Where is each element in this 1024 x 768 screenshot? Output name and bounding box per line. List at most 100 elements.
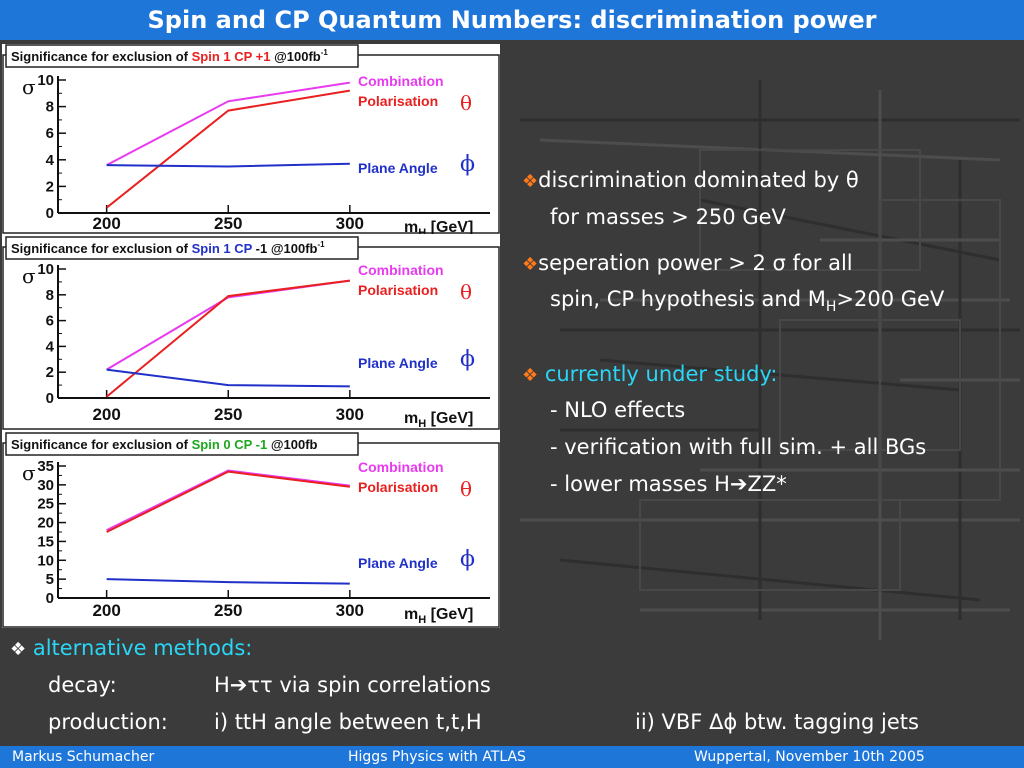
series-line-polarisation bbox=[106, 279, 350, 398]
production-ii: ii) VBF Δϕ btw. tagging jets bbox=[635, 710, 919, 734]
footer-place-date: Wuppertal, November 10th 2005 bbox=[694, 749, 925, 765]
y-tick-label: 4 bbox=[46, 152, 55, 169]
legend-theta-symbol: θ bbox=[460, 91, 472, 115]
texture-line bbox=[699, 198, 1001, 262]
bullet-2-cont-tail: >200 GeV bbox=[836, 287, 945, 311]
alternative-heading-line: ❖ alternative methods: bbox=[10, 636, 252, 660]
footer-talk: Higgs Physics with ATLAS bbox=[348, 749, 526, 765]
legend-plane-angle: Plane Angle bbox=[358, 355, 438, 371]
slide-title: Spin and CP Quantum Numbers: discriminat… bbox=[0, 0, 1024, 40]
y-tick-label: 6 bbox=[46, 313, 54, 330]
x-tick-label: 200 bbox=[92, 601, 120, 620]
y-axis-label: σ bbox=[22, 461, 36, 485]
series-line-polarisation bbox=[106, 470, 350, 533]
y-tick-label: 30 bbox=[37, 477, 54, 494]
y-tick-label: 2 bbox=[46, 364, 54, 381]
y-tick-label: 10 bbox=[37, 261, 54, 278]
subscript-h: H bbox=[825, 299, 837, 316]
production-label: production: bbox=[48, 710, 168, 734]
x-axis-label: mH [GeV] bbox=[404, 606, 473, 626]
legend-polarisation: Polarisation bbox=[358, 282, 438, 298]
chart-title: Significance for exclusion of Spin 0 CP … bbox=[11, 437, 318, 452]
y-tick-label: 35 bbox=[37, 458, 54, 475]
y-tick-label: 6 bbox=[46, 125, 54, 142]
y-tick-label: 2 bbox=[46, 178, 54, 195]
bullet-1-cont: for masses > 250 GeV bbox=[550, 205, 786, 229]
y-tick-label: 20 bbox=[37, 515, 54, 532]
texture-block bbox=[779, 319, 961, 451]
x-tick-label: 300 bbox=[336, 405, 364, 424]
x-tick-label: 300 bbox=[336, 214, 364, 233]
bullet-2: ❖seperation power > 2 σ for all bbox=[522, 251, 853, 275]
series-line-polarisation bbox=[106, 89, 351, 209]
chart-spin1-cp-plus1: Significance for exclusion of Spin 1 CP … bbox=[2, 44, 500, 234]
study-item-full-sim: - verification with full sim. + all BGs bbox=[550, 435, 927, 459]
y-tick-label: 8 bbox=[46, 99, 54, 116]
y-tick-label: 8 bbox=[46, 287, 54, 304]
bullet-2-text: seperation power > 2 σ for all bbox=[538, 251, 853, 275]
x-tick-label: 250 bbox=[214, 214, 242, 233]
y-tick-label: 0 bbox=[46, 205, 54, 222]
bullet-2-cont-text: spin, CP hypothesis and M bbox=[550, 287, 826, 311]
x-tick-label: 250 bbox=[214, 601, 242, 620]
legend-combination: Combination bbox=[358, 73, 444, 89]
chart-title-box bbox=[5, 44, 359, 68]
decay-text: H➔ττ via spin correlations bbox=[214, 673, 491, 697]
legend-phi-symbol: ϕ bbox=[460, 547, 475, 572]
chart-frame bbox=[2, 54, 500, 234]
series-line-plane-angle bbox=[106, 368, 350, 388]
chart-title-box bbox=[5, 236, 359, 260]
legend-combination: Combination bbox=[358, 459, 444, 475]
series-line-combination bbox=[106, 81, 350, 167]
texture-block bbox=[879, 199, 1001, 501]
chart-spin0-cp-minus1: Significance for exclusion of Spin 0 CP … bbox=[2, 432, 500, 628]
x-tick-label: 200 bbox=[92, 214, 120, 233]
legend-combination: Combination bbox=[358, 262, 444, 278]
chart-spin1-cp-minus1: Significance for exclusion of Spin 1 CP … bbox=[2, 236, 500, 430]
y-tick-label: 4 bbox=[46, 338, 55, 355]
texture-block bbox=[699, 149, 921, 271]
x-tick-label: 200 bbox=[92, 405, 120, 424]
bullet-2-cont: spin, CP hypothesis and MH>200 GeV bbox=[550, 287, 944, 315]
legend-phi-symbol: ϕ bbox=[460, 152, 475, 177]
production-i: i) ttH angle between t,t,H bbox=[214, 710, 482, 734]
plots-panel: Significance for exclusion of Spin 1 CP … bbox=[2, 44, 500, 628]
y-tick-label: 10 bbox=[37, 552, 54, 569]
footer-author: Markus Schumacher bbox=[12, 749, 155, 765]
study-item-lower-masses: - lower masses H➔ZZ* bbox=[550, 472, 787, 496]
legend-phi-symbol: ϕ bbox=[460, 347, 475, 372]
x-axis-label: mH [GeV] bbox=[404, 410, 473, 430]
y-tick-label: 0 bbox=[46, 590, 54, 607]
x-tick-label: 300 bbox=[336, 601, 364, 620]
x-tick-label: 250 bbox=[214, 405, 242, 424]
legend-polarisation: Polarisation bbox=[358, 93, 438, 109]
decay-label: decay: bbox=[48, 673, 117, 697]
legend-theta-symbol: θ bbox=[460, 280, 472, 304]
y-axis-label: σ bbox=[22, 264, 36, 288]
legend-plane-angle: Plane Angle bbox=[358, 160, 438, 176]
chart-title-box bbox=[5, 432, 359, 456]
alternative-heading: alternative methods: bbox=[32, 636, 253, 660]
series-line-plane-angle bbox=[106, 578, 350, 585]
chart-title: Significance for exclusion of Spin 1 CP … bbox=[11, 240, 325, 256]
legend-theta-symbol: θ bbox=[460, 477, 472, 501]
study-item-nlo: - NLO effects bbox=[550, 398, 686, 422]
diamond-bullet-icon: ❖ bbox=[10, 639, 27, 660]
texture-line bbox=[559, 558, 981, 602]
y-axis-label: σ bbox=[22, 75, 36, 99]
bullet-3: ❖ currently under study: bbox=[522, 362, 778, 386]
texture-block bbox=[639, 499, 901, 591]
bullet-1: ❖discrimination dominated by θ bbox=[522, 168, 859, 192]
y-tick-label: 10 bbox=[37, 72, 54, 89]
diamond-bullet-icon: ❖ bbox=[522, 171, 539, 192]
y-tick-label: 0 bbox=[46, 390, 54, 407]
bullet-1-text: discrimination dominated by θ bbox=[538, 168, 859, 192]
x-axis-label: mH [GeV] bbox=[404, 219, 473, 234]
legend-plane-angle: Plane Angle bbox=[358, 555, 438, 571]
series-line-combination bbox=[106, 469, 350, 532]
bullet-3-heading: currently under study: bbox=[544, 362, 778, 386]
series-line-plane-angle bbox=[106, 162, 350, 168]
y-tick-label: 25 bbox=[37, 496, 54, 513]
legend-polarisation: Polarisation bbox=[358, 479, 438, 495]
